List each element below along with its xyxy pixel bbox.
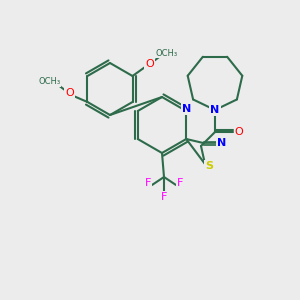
Text: O: O (65, 88, 74, 98)
Text: N: N (210, 105, 220, 115)
Text: O: O (235, 127, 243, 137)
Text: N: N (217, 138, 226, 148)
Text: OCH₃: OCH₃ (38, 77, 61, 86)
Text: OCH₃: OCH₃ (155, 49, 178, 58)
Text: O: O (145, 59, 154, 69)
Text: F: F (161, 192, 167, 202)
Text: F: F (177, 178, 183, 188)
Text: N: N (182, 104, 191, 114)
Text: F: F (145, 178, 151, 188)
Text: S: S (205, 161, 213, 171)
